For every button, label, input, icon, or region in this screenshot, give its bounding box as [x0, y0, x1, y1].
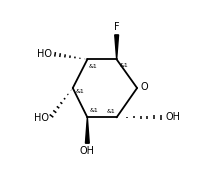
Polygon shape — [85, 117, 89, 143]
Text: F: F — [114, 22, 120, 32]
Text: &1: &1 — [90, 108, 99, 113]
Text: O: O — [140, 82, 148, 92]
Text: &1: &1 — [75, 89, 84, 94]
Polygon shape — [115, 35, 119, 59]
Text: &1: &1 — [89, 64, 97, 69]
Text: OH: OH — [80, 146, 95, 156]
Text: HO: HO — [37, 49, 51, 59]
Text: &1: &1 — [107, 109, 115, 113]
Text: &1: &1 — [120, 64, 129, 68]
Text: HO: HO — [34, 113, 49, 123]
Text: OH: OH — [166, 112, 181, 122]
